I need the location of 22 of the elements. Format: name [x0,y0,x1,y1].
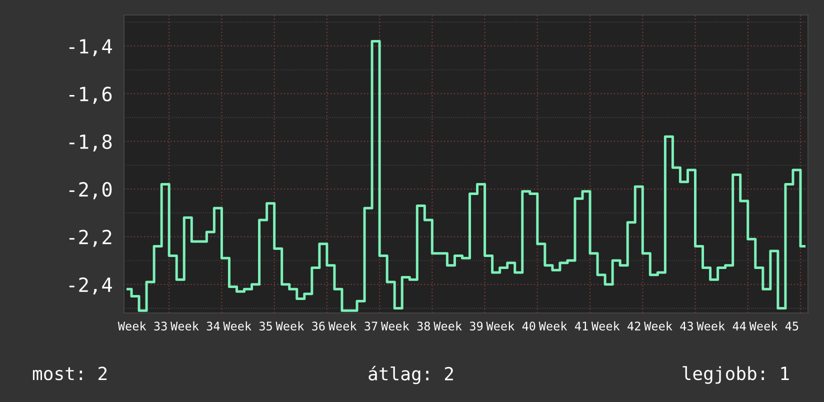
y-tick-label: -1,6 [69,86,112,104]
y-tick-label: -1,8 [69,134,112,152]
x-tick-label: Week 41 [538,321,588,331]
x-tick-label: Week 33 [118,321,167,331]
x-tick-label: Week 38 [380,321,430,331]
y-tick-label: -2,2 [69,230,112,247]
y-tick-label: -1,4 [69,39,112,56]
x-tick-label: Week 39 [434,321,483,331]
x-tick-label: Week 40 [486,321,536,331]
y-tick-label: -2,4 [69,277,112,295]
text: átlag: 2 [368,366,453,384]
x-tick-label: Week 35 [223,321,272,331]
y-tick-label: -2,0 [69,182,112,200]
x-tick-label: Week 45 [749,321,798,331]
x-tick-label: Week 36 [276,321,325,331]
x-tick-label: Week 42 [591,321,640,331]
x-tick-label: Week 37 [328,321,378,331]
x-tick-label: Week 34 [170,321,220,331]
text: legjobb: 1 [682,366,789,384]
x-tick-label: Week 43 [644,321,693,331]
text: most: 2 [32,366,107,380]
x-tick-label: Week 44 [696,321,746,331]
